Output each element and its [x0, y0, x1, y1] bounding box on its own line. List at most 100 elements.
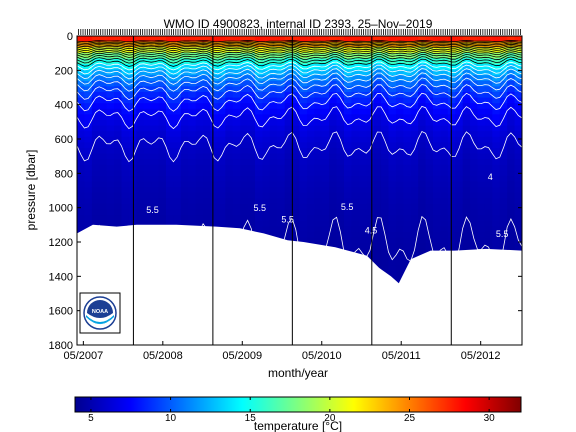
heat-cell — [373, 136, 382, 143]
heat-cell — [217, 36, 226, 43]
heat-cell — [180, 198, 189, 205]
heat-cell — [158, 119, 167, 127]
heat-cell — [195, 220, 204, 227]
heat-cell — [299, 75, 308, 82]
heat-cell — [410, 80, 419, 87]
heat-cell — [151, 131, 160, 138]
heat-cell — [492, 237, 501, 244]
heat-cell — [373, 63, 382, 71]
heat-cell — [247, 86, 256, 93]
heat-cell — [492, 69, 501, 76]
heat-cell — [255, 136, 264, 143]
heat-cell — [425, 215, 434, 222]
heat-cell — [351, 153, 360, 160]
heat-cell — [284, 131, 293, 138]
heat-cell — [462, 220, 471, 227]
heat-cell — [106, 187, 115, 194]
heat-cell — [232, 164, 241, 171]
heat-cell — [351, 159, 360, 166]
heat-cell — [329, 108, 338, 115]
heat-cell — [418, 170, 427, 177]
heat-cell — [321, 142, 330, 149]
heat-cell — [433, 175, 442, 183]
heat-cell — [255, 131, 264, 138]
heat-cell — [484, 181, 493, 188]
heat-cell — [381, 243, 390, 250]
heat-cell — [158, 209, 167, 216]
heat-cell — [180, 170, 189, 177]
heat-cell — [388, 220, 397, 227]
heat-cell — [91, 170, 100, 177]
heat-cell — [277, 86, 286, 93]
heat-cell — [114, 114, 123, 121]
heat-cell — [447, 192, 456, 199]
heat-cell — [492, 147, 501, 155]
heat-cell — [440, 97, 449, 104]
heat-cell — [336, 175, 345, 183]
heat-cell — [210, 58, 219, 65]
heat-cell — [470, 187, 479, 194]
heat-cell — [91, 36, 100, 43]
heat-cell — [210, 153, 219, 160]
heat-cell — [232, 108, 241, 115]
heat-cell — [188, 181, 197, 188]
heat-cell — [99, 175, 108, 183]
heat-cell — [455, 97, 464, 104]
heat-cell — [321, 119, 330, 127]
heat-cell — [373, 248, 382, 255]
heat-cell — [329, 142, 338, 149]
heat-cell — [136, 215, 145, 222]
heat-cell — [225, 153, 234, 160]
heat-cell — [269, 164, 278, 171]
heat-cell — [314, 36, 323, 43]
heat-cell — [395, 276, 404, 283]
heat-cell — [240, 108, 249, 115]
heat-cell — [477, 114, 486, 121]
heat-cell — [492, 91, 501, 99]
heat-cell — [77, 181, 86, 188]
heat-cell — [188, 215, 197, 222]
heat-cell — [410, 142, 419, 149]
heat-cell — [277, 164, 286, 171]
heat-cell — [440, 80, 449, 87]
y-tick-label: 1600 — [49, 306, 73, 318]
heat-cell — [158, 114, 167, 121]
heat-cell — [358, 164, 367, 171]
heat-cell — [462, 226, 471, 233]
heat-cell — [151, 159, 160, 166]
heat-cell — [381, 209, 390, 216]
heat-cell — [344, 187, 353, 194]
heat-cell — [269, 86, 278, 93]
heat-cell — [470, 86, 479, 93]
heat-cell — [240, 58, 249, 65]
heat-cell — [284, 181, 293, 188]
heat-cell — [514, 159, 522, 166]
heat-cell — [455, 203, 464, 211]
heat-cell — [292, 198, 301, 205]
colorbar-tick-label: 15 — [245, 413, 257, 424]
heat-cell — [373, 125, 382, 132]
heat-cell — [344, 181, 353, 188]
heat-cell — [136, 147, 145, 155]
plot-frame — [76, 35, 523, 346]
heat-cell — [403, 75, 412, 82]
heat-cell — [358, 231, 367, 239]
heat-cell — [269, 147, 278, 155]
heat-cell — [381, 254, 390, 261]
heat-cell — [507, 243, 516, 250]
heat-cell — [299, 114, 308, 121]
heat-cell — [388, 170, 397, 177]
heat-cell — [507, 36, 516, 43]
heat-cell — [284, 209, 293, 216]
heat-cell — [262, 63, 271, 71]
heat-cell — [255, 91, 264, 99]
heat-cell — [514, 75, 522, 82]
heat-cell — [114, 187, 123, 194]
heat-cell — [344, 103, 353, 110]
heat-cell — [499, 41, 508, 48]
heat-cell — [321, 231, 330, 239]
heat-cell — [195, 142, 204, 149]
heat-cell — [484, 52, 493, 59]
heat-cell — [225, 164, 234, 171]
heat-cell — [499, 237, 508, 244]
